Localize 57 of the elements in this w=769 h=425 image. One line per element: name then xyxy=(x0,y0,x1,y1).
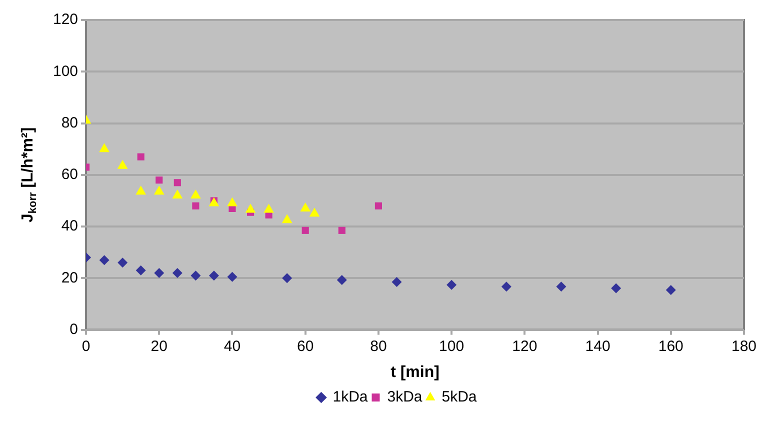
y-tick-label: 20 xyxy=(61,269,78,286)
point xyxy=(611,283,622,294)
point xyxy=(172,268,182,278)
x-tick-label: 60 xyxy=(297,338,314,355)
x-tick-label: 160 xyxy=(658,338,684,355)
point xyxy=(336,274,347,285)
point xyxy=(338,226,346,234)
point xyxy=(282,214,292,224)
point xyxy=(136,265,146,276)
point xyxy=(227,272,238,282)
point xyxy=(666,285,676,296)
x-tick-label: 100 xyxy=(439,338,464,355)
y-tick-label: 40 xyxy=(61,218,78,235)
y-axis-title: Jkorr [L/h*m²] xyxy=(19,127,40,222)
point xyxy=(174,179,181,186)
point xyxy=(117,160,128,169)
point xyxy=(282,273,292,284)
point xyxy=(264,204,274,213)
y-tick-label: 60 xyxy=(61,166,78,184)
point xyxy=(392,277,402,288)
x-tick-label: 140 xyxy=(585,338,610,355)
point xyxy=(374,202,382,210)
point xyxy=(300,202,311,212)
y-tick-label: 80 xyxy=(61,114,78,132)
point xyxy=(137,153,144,160)
point xyxy=(172,190,183,199)
x-tick-label: 0 xyxy=(82,338,90,355)
legend-label: 3kDa xyxy=(387,388,423,406)
point xyxy=(136,186,146,195)
point xyxy=(302,226,309,234)
point xyxy=(446,280,457,290)
point xyxy=(245,204,256,213)
point xyxy=(309,208,320,217)
x-axis-title: t [min] xyxy=(390,364,440,381)
point xyxy=(118,258,128,268)
point xyxy=(556,282,566,292)
point xyxy=(99,143,110,152)
point xyxy=(192,202,200,210)
x-tick-label: 20 xyxy=(150,338,168,355)
point xyxy=(154,268,164,278)
point xyxy=(156,176,163,184)
point xyxy=(190,190,201,199)
point xyxy=(99,255,110,266)
point xyxy=(227,197,238,206)
point xyxy=(501,282,512,292)
x-tick-label: 40 xyxy=(224,338,241,355)
y-tick-label: 0 xyxy=(70,320,78,338)
point xyxy=(190,270,201,281)
y-tick-label: 120 xyxy=(52,11,78,28)
legend-label: 1kDa xyxy=(332,388,368,406)
x-tick-label: 180 xyxy=(731,338,757,355)
x-tick-label: 80 xyxy=(370,338,387,355)
legend-label: 5kDa xyxy=(442,388,478,406)
y-tick-label: 100 xyxy=(52,62,78,80)
x-tick-label: 120 xyxy=(512,338,538,355)
point xyxy=(154,186,164,195)
point xyxy=(208,270,219,281)
